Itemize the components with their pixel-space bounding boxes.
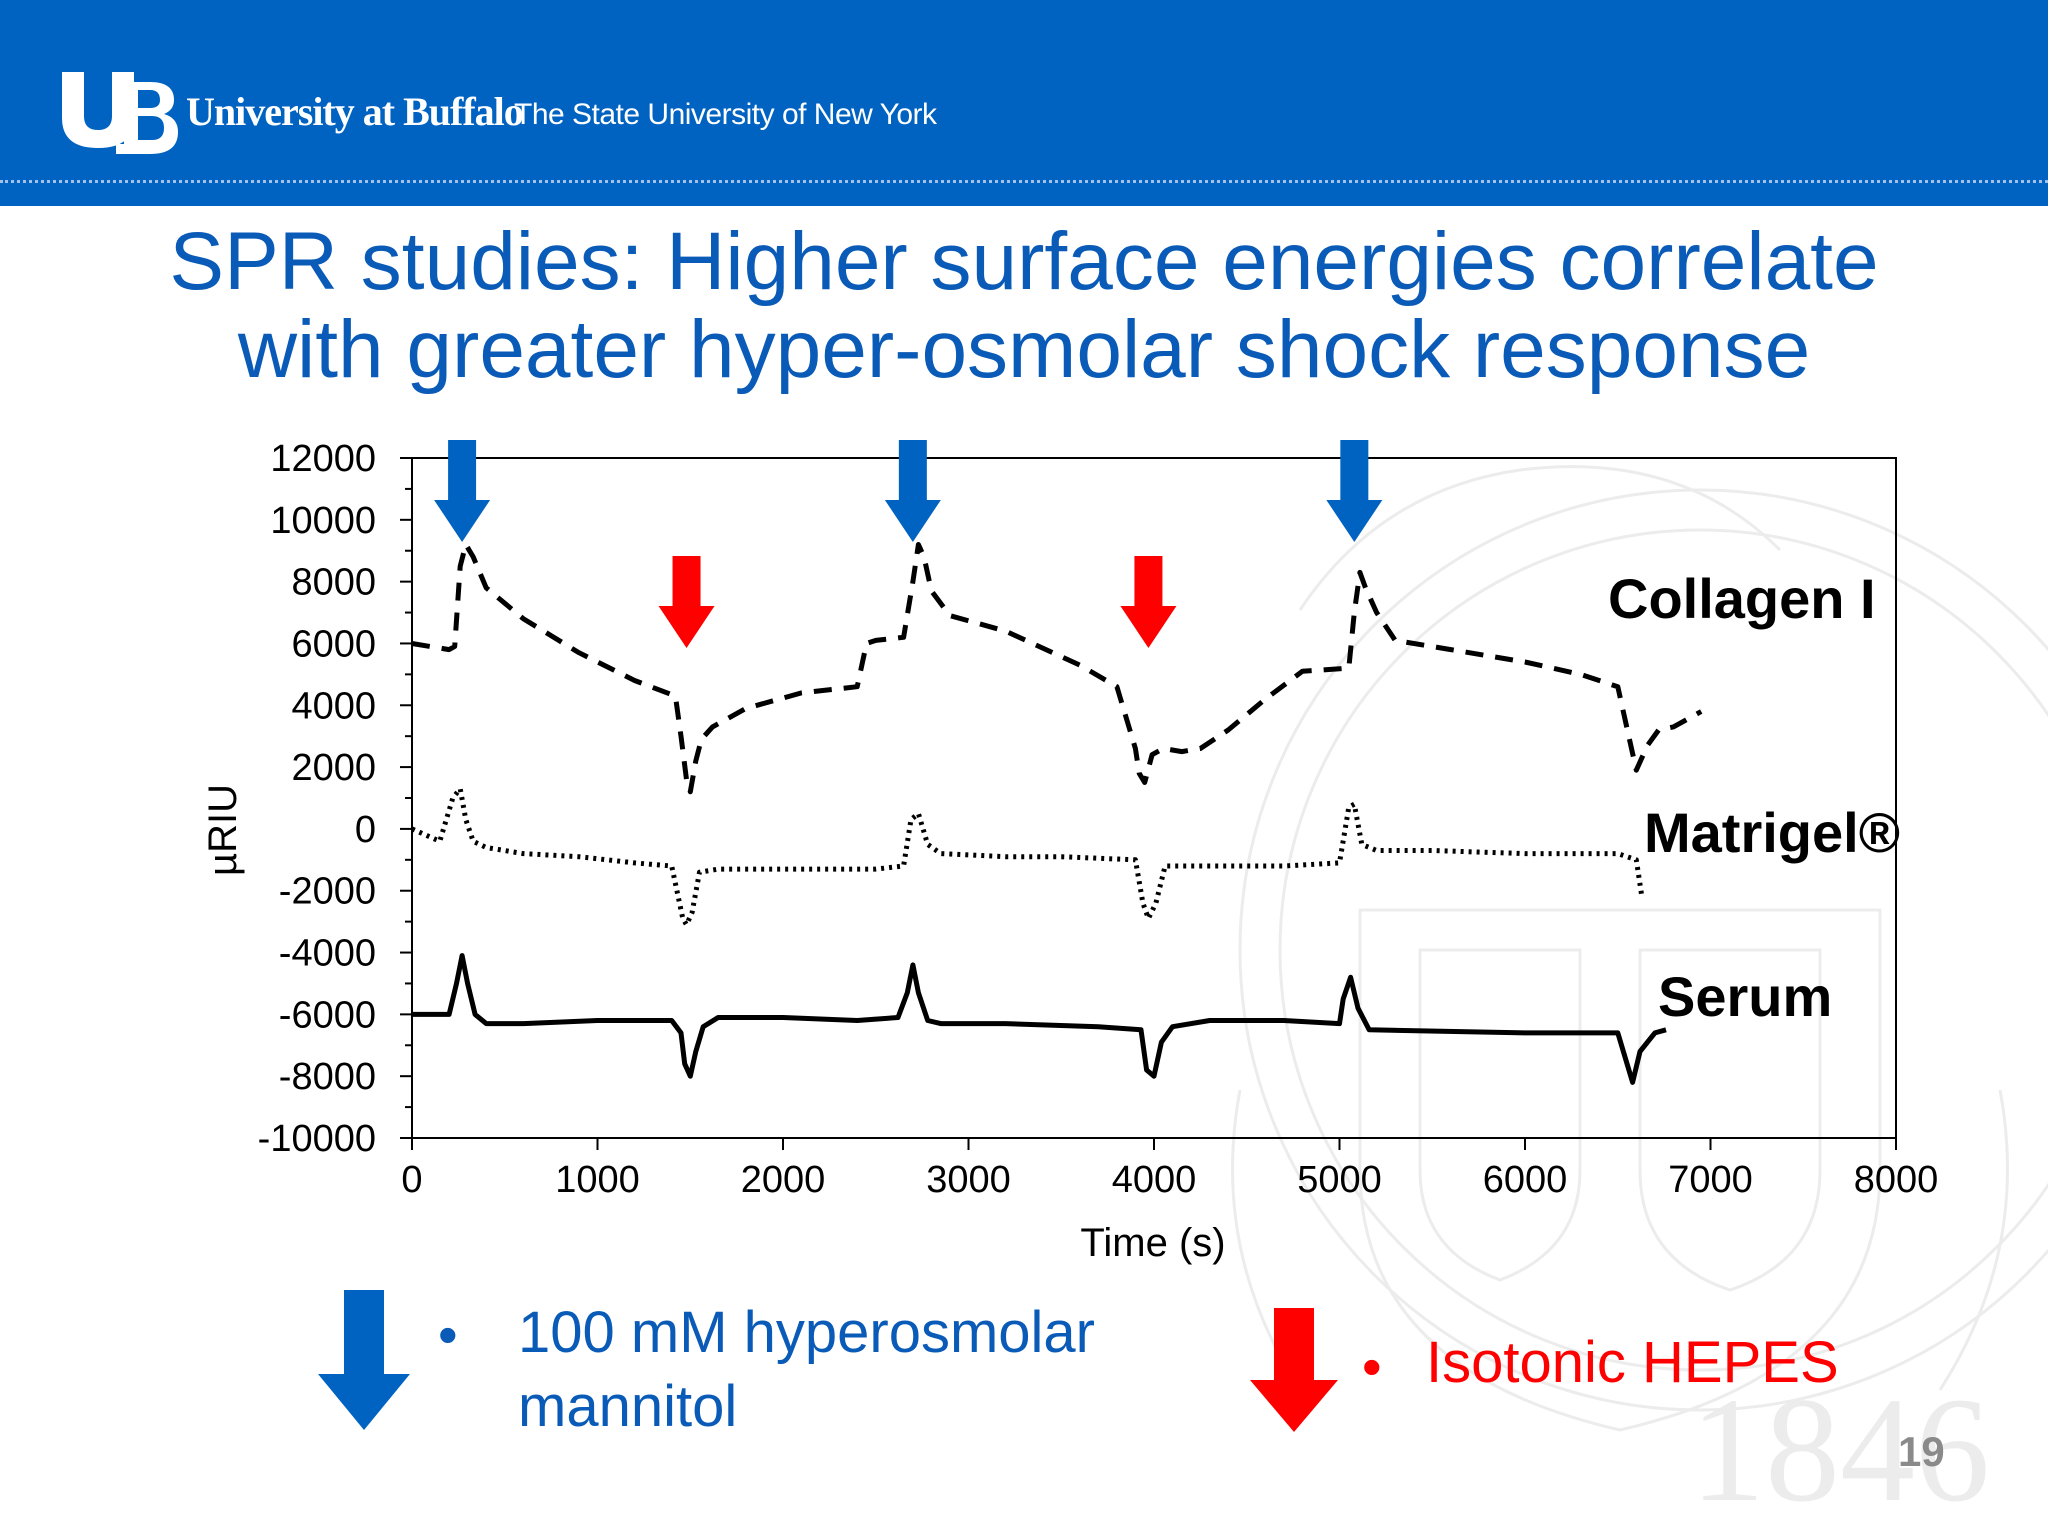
legend-text-mannitol-line1: 100 mM hyperosmolar [518, 1300, 1095, 1365]
ub-logo-icon [62, 72, 178, 154]
hepes-arrow-icon [658, 556, 715, 648]
mannitol-arrow-icon [434, 440, 491, 542]
y-axis-label: µRIU [201, 784, 245, 876]
legend-bullet-mannitol: • [438, 1303, 458, 1366]
series-label-collagen: Collagen I [1608, 567, 1876, 630]
y-tick-label: -2000 [279, 871, 376, 913]
x-tick-label: 2000 [741, 1159, 826, 1201]
y-tick-label: -10000 [258, 1118, 376, 1160]
slide-title: SPR studies: Higher surface energies cor… [40, 218, 2008, 394]
y-tick-label: 0 [355, 809, 376, 851]
legend-blue-arrow-icon [318, 1290, 410, 1430]
y-tick-label: -4000 [279, 933, 376, 975]
legend-text-mannitol-line2: mannitol [518, 1374, 738, 1439]
y-tick-label: -8000 [279, 1056, 376, 1098]
title-line-2: with greater hyper-osmolar shock respons… [237, 304, 1811, 395]
seal-watermark-icon: 1846 [1231, 465, 2048, 1533]
series-label-matrigel: Matrigel® [1644, 801, 1900, 864]
tick-layer: 0 1000 2000 3000 4000 5000 6000 7000 8000 12000 10… [258, 438, 1939, 1201]
arrow-layer [434, 440, 1383, 648]
mannitol-arrow-icon [1326, 440, 1383, 542]
title-line-1: SPR studies: Higher surface energies cor… [169, 216, 1879, 307]
x-tick-label: 6000 [1483, 1159, 1568, 1201]
page-number: 19 [1898, 1428, 1945, 1475]
mannitol-arrow-icon [884, 440, 941, 542]
university-subtitle: The State University of New York [514, 98, 937, 131]
legend-bullet-hepes: • [1362, 1335, 1382, 1398]
x-tick-label: 7000 [1668, 1159, 1753, 1201]
x-tick-label: 8000 [1854, 1159, 1939, 1201]
legend-text-mannitol: 100 mM hyperosmolar mannitol [518, 1296, 1095, 1444]
x-axis-label: Time (s) [1080, 1221, 1225, 1265]
hepes-arrow-icon [1120, 556, 1177, 648]
y-tick-label: 2000 [291, 747, 376, 789]
series-line-serum [412, 953, 1667, 1085]
x-tick-label: 3000 [926, 1159, 1011, 1201]
x-tick-label: 4000 [1112, 1159, 1197, 1201]
university-name: University at Buffalo [186, 89, 524, 134]
header-bar: University at Buffalo The State Universi… [0, 0, 2048, 206]
x-tick-label: 1000 [555, 1159, 640, 1201]
y-tick-label: 10000 [270, 500, 376, 542]
series-line-matrigel [410, 786, 1645, 928]
x-tick-label: 5000 [1297, 1159, 1382, 1201]
y-tick-label: 12000 [270, 438, 376, 480]
series-line-collagen-i [411, 542, 1703, 795]
y-tick-label: 4000 [291, 685, 376, 727]
watermark-year: 1846 [1690, 1367, 1990, 1533]
series-label-serum: Serum [1658, 965, 1833, 1028]
header-divider [0, 180, 2048, 183]
y-tick-label: 8000 [291, 562, 376, 604]
legend-red-arrow-icon [1250, 1308, 1338, 1432]
y-tick-label: 6000 [291, 623, 376, 665]
series-layer [410, 542, 1703, 1085]
y-tick-label: -6000 [279, 994, 376, 1036]
legend-text-hepes: Isotonic HEPES [1426, 1330, 1839, 1395]
x-tick-label: 0 [401, 1159, 422, 1201]
